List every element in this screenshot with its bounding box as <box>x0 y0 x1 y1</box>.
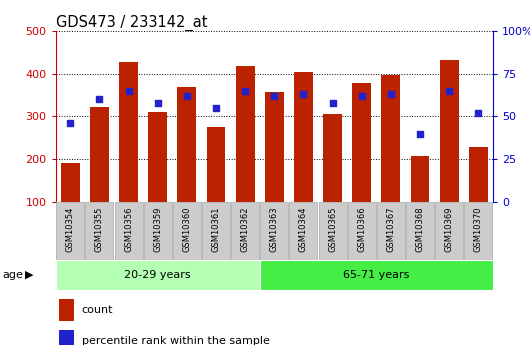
FancyBboxPatch shape <box>56 203 84 260</box>
Text: GDS473 / 233142_at: GDS473 / 233142_at <box>56 15 207 31</box>
Text: 65-71 years: 65-71 years <box>343 270 410 280</box>
FancyBboxPatch shape <box>435 203 463 260</box>
Point <box>357 93 366 99</box>
FancyBboxPatch shape <box>377 203 405 260</box>
FancyBboxPatch shape <box>406 203 434 260</box>
FancyBboxPatch shape <box>319 203 347 260</box>
FancyBboxPatch shape <box>85 203 113 260</box>
FancyBboxPatch shape <box>260 203 288 260</box>
Point <box>270 93 279 99</box>
FancyBboxPatch shape <box>114 203 143 260</box>
Point <box>154 100 162 106</box>
Point <box>474 110 482 116</box>
Text: GSM10370: GSM10370 <box>474 207 483 252</box>
FancyBboxPatch shape <box>289 203 317 260</box>
Text: GSM10356: GSM10356 <box>124 207 133 252</box>
Point <box>445 88 453 93</box>
FancyBboxPatch shape <box>348 203 376 260</box>
Bar <box>61 164 80 202</box>
Point <box>182 93 191 99</box>
Text: GSM10368: GSM10368 <box>416 207 425 252</box>
Text: GSM10361: GSM10361 <box>211 207 220 252</box>
Bar <box>236 66 254 202</box>
Text: GSM10366: GSM10366 <box>357 207 366 252</box>
Text: GSM10354: GSM10354 <box>66 207 75 252</box>
Text: 20-29 years: 20-29 years <box>125 270 191 280</box>
FancyBboxPatch shape <box>231 203 259 260</box>
Text: GSM10355: GSM10355 <box>95 207 104 252</box>
Bar <box>323 114 342 202</box>
Point <box>66 120 74 126</box>
Bar <box>411 156 429 202</box>
Point <box>299 91 307 97</box>
Text: age: age <box>3 270 23 280</box>
Bar <box>260 260 493 290</box>
Point <box>328 100 337 106</box>
Bar <box>352 83 371 202</box>
Bar <box>382 76 400 202</box>
Bar <box>59 299 74 322</box>
Text: count: count <box>82 305 113 315</box>
Text: GSM10364: GSM10364 <box>299 207 308 252</box>
Text: GSM10362: GSM10362 <box>241 207 250 252</box>
FancyBboxPatch shape <box>464 203 492 260</box>
Bar <box>56 260 260 290</box>
Text: ▶: ▶ <box>25 270 33 280</box>
Text: GSM10365: GSM10365 <box>328 207 337 252</box>
Bar <box>265 92 284 202</box>
Point <box>416 131 424 136</box>
Text: GSM10363: GSM10363 <box>270 207 279 252</box>
Point <box>211 105 220 111</box>
Text: GSM10367: GSM10367 <box>386 207 395 252</box>
Bar <box>119 62 138 202</box>
Text: GSM10360: GSM10360 <box>182 207 191 252</box>
FancyBboxPatch shape <box>173 203 201 260</box>
Text: percentile rank within the sample: percentile rank within the sample <box>82 336 269 345</box>
Point <box>387 91 395 97</box>
FancyBboxPatch shape <box>144 203 172 260</box>
Point <box>241 88 249 93</box>
Text: GSM10359: GSM10359 <box>153 207 162 252</box>
Bar <box>59 330 74 345</box>
Bar <box>148 112 167 202</box>
Point <box>124 88 132 93</box>
Bar <box>207 127 225 202</box>
Bar <box>469 147 488 202</box>
Bar <box>178 87 196 202</box>
Bar <box>294 72 313 202</box>
Text: GSM10369: GSM10369 <box>445 207 454 252</box>
Point <box>95 97 104 102</box>
Bar <box>90 107 109 202</box>
Bar <box>440 60 458 202</box>
FancyBboxPatch shape <box>202 203 230 260</box>
